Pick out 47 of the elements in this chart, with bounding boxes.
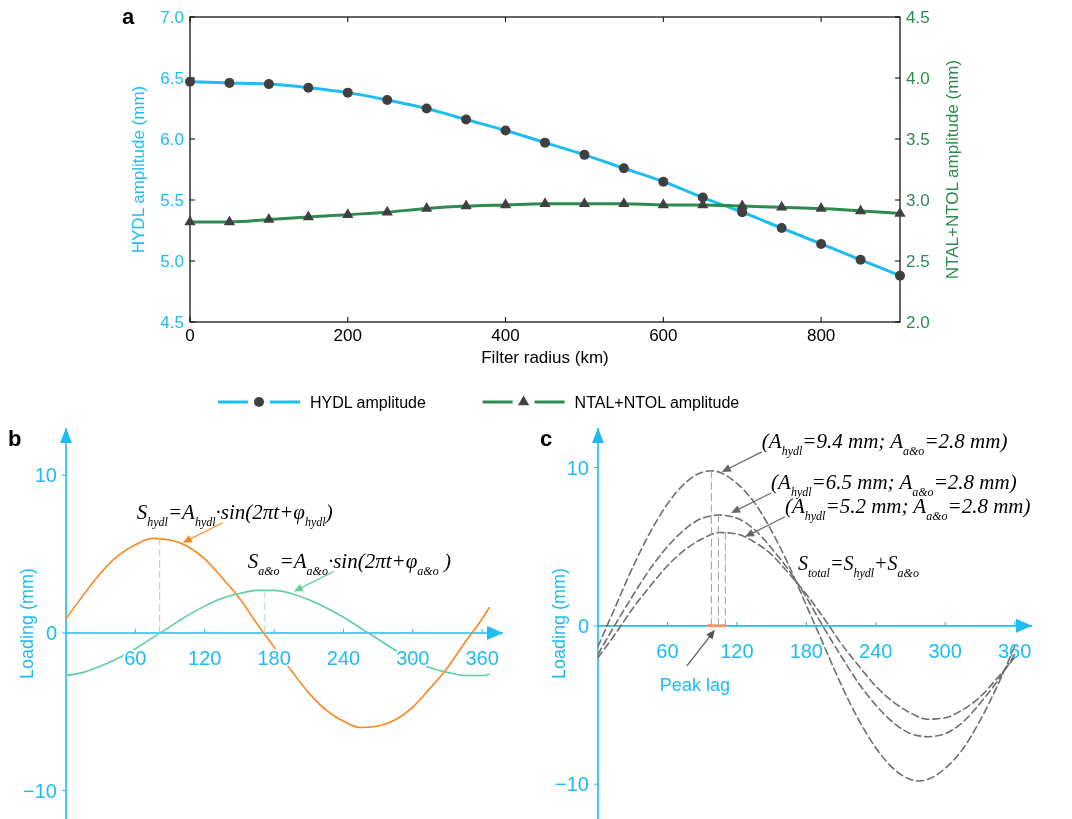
y-tick-label: 10 bbox=[566, 456, 589, 479]
y2-tick-label: 3.0 bbox=[906, 191, 930, 210]
annotation: (A$_{hydl}$=6.5 mm; A$_{a&o}$=2.8 mm) bbox=[771, 470, 1017, 500]
y-axis-title: Loading (mm) bbox=[549, 567, 569, 680]
y-tick-label: −10 bbox=[555, 773, 589, 796]
chart-title: c bbox=[540, 426, 553, 451]
y2-tick-label: 3.5 bbox=[906, 130, 930, 149]
y-axis-title: Loading (mm) bbox=[17, 567, 37, 680]
y-tick-label: 6.0 bbox=[160, 130, 184, 149]
chart-title: b bbox=[8, 426, 22, 451]
x-tick-label: 180 bbox=[789, 639, 824, 662]
legend-label: HYDL amplitude bbox=[310, 394, 427, 411]
x-tick-label: 120 bbox=[720, 639, 754, 662]
x-tick-label: 300 bbox=[928, 639, 962, 662]
annotation: S$_{total}$=S$_{hydl}$+S$_{a&o}$ bbox=[797, 552, 919, 581]
y-tick-label: 10 bbox=[34, 464, 57, 487]
x-tick-label: 60 bbox=[124, 646, 147, 669]
y-tick-label: 0 bbox=[45, 621, 57, 644]
x-tick-label: 240 bbox=[859, 639, 893, 662]
y2-tick-label: 2.5 bbox=[906, 252, 930, 271]
x-tick-label: 600 bbox=[649, 326, 678, 345]
y2-tick-label: 4.0 bbox=[906, 69, 930, 88]
y-tick-label: 4.5 bbox=[160, 313, 184, 332]
y2-axis-title: NTAL+NTOL amplitude (mm) bbox=[943, 59, 962, 280]
x-tick-label: 200 bbox=[333, 326, 362, 345]
x-axis-title: Filter radius (km) bbox=[481, 348, 609, 367]
annotation: S$_{hydl}$=A$_{hydl}$·sin(2πt+φ$_{hydl}$) bbox=[136, 499, 333, 529]
chart-title: a bbox=[122, 4, 135, 29]
x-tick-label: 360 bbox=[465, 646, 499, 669]
x-tick-label: 800 bbox=[806, 326, 836, 345]
y-tick-label: 7.0 bbox=[160, 8, 184, 27]
x-tick-label: 60 bbox=[656, 639, 679, 662]
x-tick-label: 400 bbox=[491, 326, 520, 345]
y-tick-label: 6.5 bbox=[160, 69, 184, 88]
y-tick-label: 5.0 bbox=[160, 252, 184, 271]
y-tick-label: 5.5 bbox=[160, 191, 184, 210]
annotation: Peak lag bbox=[659, 674, 730, 695]
legend-label: NTAL+NTOL amplitude bbox=[574, 394, 740, 411]
y-axis-title: HYDL amplitude (mm) bbox=[129, 85, 148, 254]
annotation: S$_{a&o}$=A$_{a&o}$·sin(2πt+φ$_{a&o}$ ) bbox=[247, 548, 451, 578]
y2-tick-label: 2.0 bbox=[906, 313, 930, 332]
y-tick-label: 0 bbox=[577, 614, 589, 637]
x-tick-label: 120 bbox=[188, 646, 222, 669]
y-tick-label: −10 bbox=[23, 779, 57, 802]
x-tick-label: 240 bbox=[326, 646, 361, 669]
annotation: (A$_{hydl}$=9.4 mm; A$_{a&o}$=2.8 mm) bbox=[761, 428, 1008, 458]
y2-tick-label: 4.5 bbox=[906, 8, 930, 27]
